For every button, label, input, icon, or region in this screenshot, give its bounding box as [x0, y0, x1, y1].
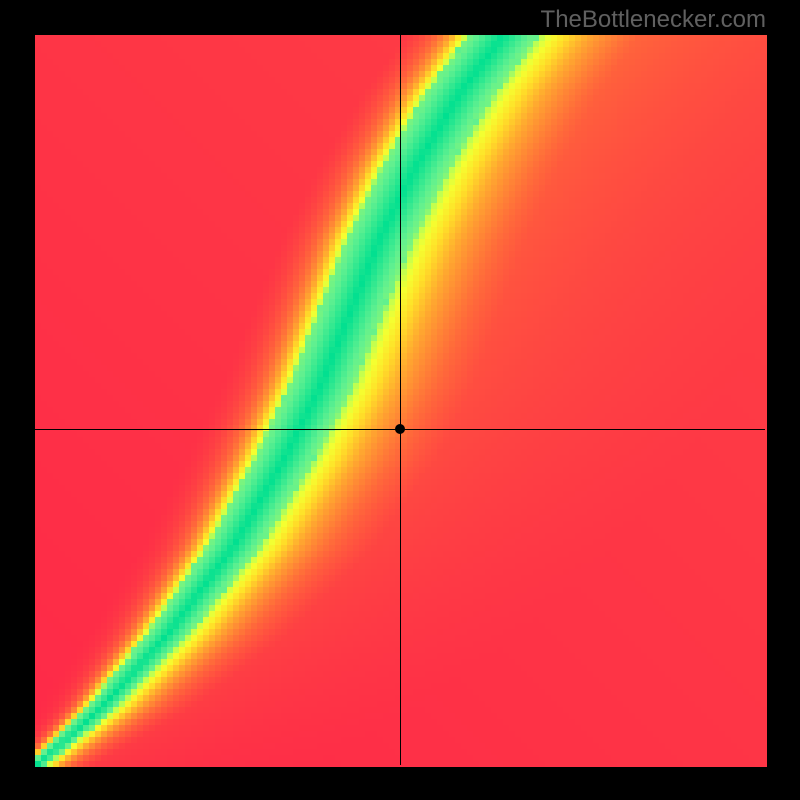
crosshair-vertical: [400, 35, 401, 765]
watermark-text: TheBottlenecker.com: [541, 6, 766, 34]
chart-container: TheBottlenecker.com: [0, 0, 800, 800]
